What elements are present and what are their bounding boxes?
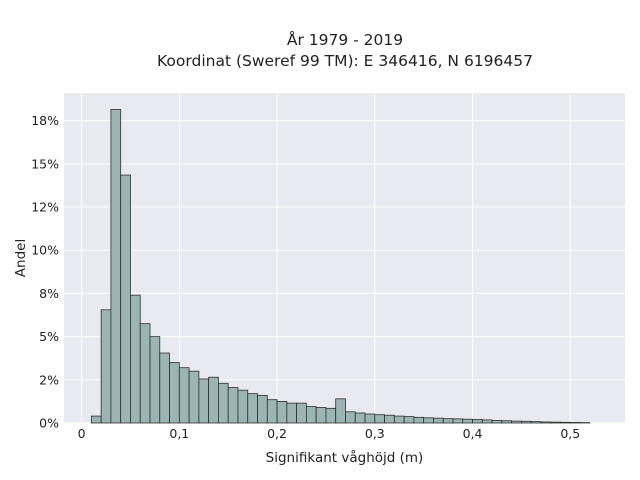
chart-title-line-1: År 1979 - 2019: [287, 30, 403, 49]
histogram-bar: [550, 421, 561, 424]
histogram-bar: [325, 407, 337, 424]
histogram-bar: [247, 393, 258, 424]
histogram-bar: [384, 414, 395, 424]
histogram-bar: [403, 416, 415, 424]
histogram-bar: [423, 417, 434, 424]
histogram-bar: [188, 370, 200, 424]
histogram-bar: [305, 406, 317, 424]
histogram-bar: [139, 323, 151, 424]
histogram-bar: [354, 412, 366, 424]
histogram-bars: [90, 109, 591, 424]
histogram-bar: [315, 407, 327, 424]
y-tick-label: 18%: [31, 113, 59, 128]
histogram-bar: [364, 413, 376, 424]
histogram-bar: [393, 415, 405, 424]
chart-title-line-2: Koordinat (Sweref 99 TM): E 346416, N 61…: [157, 52, 533, 70]
histogram-bar: [169, 362, 180, 424]
y-axis-ticks: 0% 2% 5% 8% 10% 12% 15% 18%: [31, 113, 59, 430]
y-tick-label: 10%: [31, 243, 59, 258]
histogram-bar: [237, 389, 249, 424]
histogram-bar: [178, 367, 190, 424]
histogram-bar: [266, 399, 278, 424]
histogram-bar: [335, 398, 346, 424]
histogram-bar: [521, 420, 532, 424]
y-tick-label: 0%: [39, 416, 59, 431]
histogram-bar: [462, 418, 473, 424]
histogram-bar: [530, 421, 542, 424]
y-tick-label: 12%: [31, 200, 59, 215]
histogram-bar: [345, 411, 356, 424]
histogram-bar: [159, 352, 170, 424]
histogram-bar: [433, 417, 444, 424]
x-axis-ticks: 0 0,1 0,2 0,3 0,4 0,5: [78, 426, 581, 441]
histogram-bar: [540, 421, 552, 424]
histogram-bar: [120, 174, 131, 424]
y-tick-label: 8%: [39, 286, 59, 301]
y-tick-label: 2%: [39, 372, 59, 387]
x-tick-label: 0,1: [169, 426, 189, 441]
histogram-bar: [374, 414, 385, 424]
histogram-bar: [511, 420, 522, 424]
x-axis-label: Signifikant våghöjd (m): [266, 449, 424, 466]
y-tick-label: 5%: [39, 329, 59, 344]
histogram-bar: [100, 309, 112, 424]
y-axis-label: Andel: [13, 239, 29, 277]
histogram-bar: [560, 421, 571, 424]
histogram-bar: [110, 109, 122, 424]
histogram-bar: [218, 382, 229, 424]
histogram-bar: [208, 376, 219, 424]
histogram-bar: [501, 420, 513, 424]
histogram-bar: [276, 401, 288, 424]
y-tick-label: 15%: [31, 156, 59, 171]
histogram-bar: [149, 336, 161, 424]
histogram-bar: [481, 419, 493, 424]
histogram-bar: [198, 378, 210, 424]
histogram-bar: [452, 418, 464, 424]
x-tick-label: 0,3: [365, 426, 385, 441]
histogram-bar: [90, 415, 102, 424]
histogram-bar: [286, 402, 298, 424]
histogram-bar: [413, 416, 425, 424]
x-tick-label: 0: [78, 426, 86, 441]
x-tick-label: 0,5: [560, 426, 580, 441]
histogram-bar: [227, 387, 239, 424]
histogram-bar: [569, 422, 581, 424]
histogram-bar: [257, 394, 268, 424]
histogram-bar: [130, 294, 141, 424]
histogram-bar: [442, 418, 454, 424]
histogram-bar: [491, 420, 503, 424]
x-tick-label: 0,2: [267, 426, 287, 441]
x-tick-label: 0,4: [463, 426, 483, 441]
histogram-bar: [296, 402, 307, 424]
histogram-bar: [472, 419, 483, 424]
